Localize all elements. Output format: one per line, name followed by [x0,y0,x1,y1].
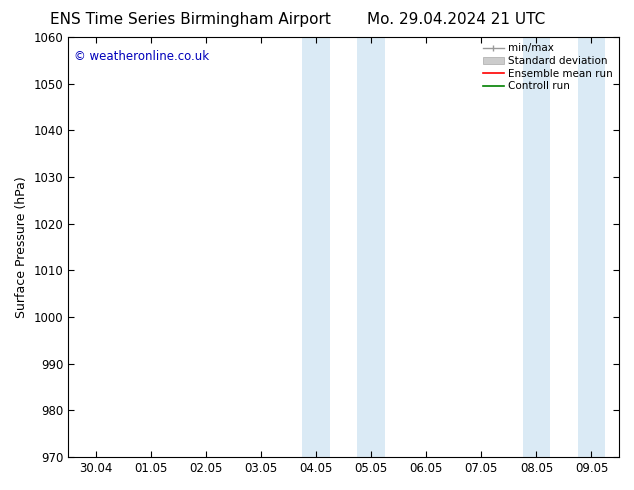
Text: ENS Time Series Birmingham Airport: ENS Time Series Birmingham Airport [49,12,331,27]
Text: Mo. 29.04.2024 21 UTC: Mo. 29.04.2024 21 UTC [367,12,546,27]
Bar [302,37,330,457]
Bar [578,37,605,457]
Text: © weatheronline.co.uk: © weatheronline.co.uk [74,50,209,63]
Y-axis label: Surface Pressure (hPa): Surface Pressure (hPa) [15,176,28,318]
Bar [358,37,385,457]
Bar [522,37,550,457]
Legend: min/max, Standard deviation, Ensemble mean run, Controll run: min/max, Standard deviation, Ensemble me… [479,39,617,96]
